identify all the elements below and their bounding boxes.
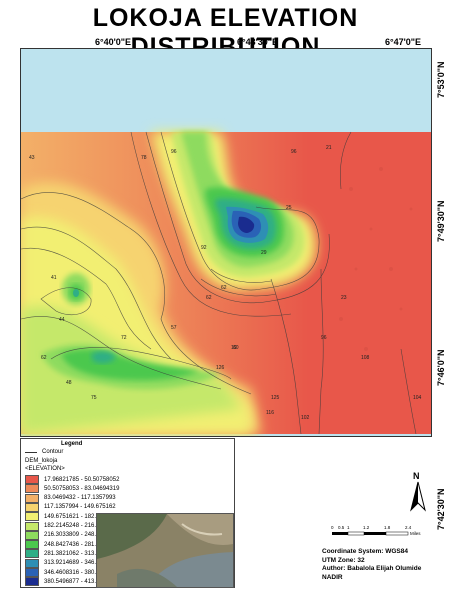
lon-label-2: 6°43'30"E [237,37,279,47]
map-frame: 96 78 96 92 62 62 57 72 41 48 44 62 75 6… [20,48,432,437]
contour-label: 102 [301,415,310,421]
legend-title: Legend [61,441,83,447]
contour-label: 44 [59,317,65,323]
contour-label: 96 [321,335,327,341]
contour-label: 126 [216,365,225,371]
legend-range-label: 248.8427436 - 281.3821061 [44,541,120,548]
map-title: LOKOJA ELEVATION DISTRIBUTION [92,4,359,61]
map-info: Coordinate System: WGS84 UTM Zone: 32 Au… [322,548,421,582]
north-arrow: N [405,470,431,519]
legend-class-row: 149.6751621 - 182.2145247 [25,512,120,522]
contour-label: 41 [51,275,57,281]
legend-swatch [25,549,39,559]
legend-class-row: 83.0469432 - 117.1357993 [25,493,116,503]
legend-swatch [25,540,39,550]
legend-class-row: 17.96821785 - 50.50758052 [25,475,119,484]
contour-label: 108 [361,355,370,361]
contour-label: 116 [266,410,274,416]
legend-swatch [25,484,39,494]
contour-label: 104 [413,395,422,401]
legend-range-label: 83.0469432 - 117.1357993 [44,495,116,502]
contour-label: 43 [29,155,35,161]
contour-label: 23 [341,295,347,301]
legend-class-row: 313.9214689 - 346.4608315 [25,558,120,568]
legend-swatch [25,493,39,503]
legend-elevation-label: <ELEVATION> [25,466,65,472]
elevation-map: 96 78 96 92 62 62 57 72 41 48 44 62 75 6… [21,131,431,435]
contour-label: 96 [291,149,297,155]
organization: NADIR [322,573,343,581]
coordinate-system: Coordinate System: WGS84 [322,548,408,555]
author: Author: Babalola Elijah Olumide [322,565,422,572]
contour-label: 62 [206,295,212,301]
legend-range-label: 216.3033809 - 248.8427435 [44,532,120,539]
scale-tick: 1.2 [363,525,370,530]
utm-zone: UTM Zone: 32 [322,556,365,564]
legend-swatch [25,502,39,512]
legend-swatch [25,577,39,587]
legend-class-row: 248.8427436 - 281.3821061 [25,540,120,550]
scale-tick: 1.8 [384,525,391,530]
dem-raster: 96 78 96 92 62 62 57 72 41 48 44 62 75 6… [21,131,431,435]
legend-swatch [25,475,39,484]
contour-label: 92 [201,245,207,251]
legend-range-label: 182.2145248 - 216.3033808 [44,523,120,529]
scale-tick: 1 [347,525,350,530]
scale-tick: 2.4 [405,525,412,530]
legend-class-row: 346.4608316 - 380.5496876 [25,568,119,577]
legend-swatch [25,521,39,531]
inset-image [96,513,234,588]
contour-label: 19 [231,345,237,351]
legend-class-row: 182.2145248 - 216.3033808 [25,521,120,531]
north-label: N [413,471,420,481]
contour-label: 21 [326,145,332,151]
legend-swatch [25,568,39,577]
legend-range-label: 17.96821785 - 50.50758052 [44,476,120,483]
contour-label: 75 [91,395,97,401]
legend-dem-label: DEM_lokoja [25,458,58,464]
contour-label: 78 [141,155,147,161]
legend-class-row: 216.3033809 - 248.8427435 [25,530,120,540]
lat-label-4: 7°42'30"N [436,488,446,530]
legend-range-label: 313.9214689 - 346.4608315 [44,560,120,567]
legend-swatch [25,558,39,568]
contour-label: 62 [41,355,47,361]
scale-tick: 0 [331,525,334,530]
contour-label: 72 [121,335,127,341]
lon-label-3: 6°47'0"E [385,37,422,47]
legend-range-label: 281.3821062 - 313.9214688 [44,550,120,557]
scale-tick: 0.5 [338,525,345,530]
legend-panel: Legend Contour DEM_lokoja <ELEVATION> 17… [20,438,235,588]
contour-label: 57 [171,325,177,331]
legend-range-label: 346.4608316 - 380.5496876 [44,569,120,576]
legend-swatch [25,512,39,522]
contour-label: 25 [286,205,292,211]
legend-range-label: 50.50758053 - 83.04694319 [44,485,120,492]
contour-line-swatch [25,451,37,453]
legend-swatch [25,530,39,540]
contour-label: 29 [261,250,267,256]
legend-class-row: 117.1357994 - 149.675162 [25,502,116,512]
legend-contour-row: Contour [25,449,63,455]
contour-label: 48 [66,380,72,386]
scale-unit: Miles [410,531,421,536]
contour-label: 60 [233,345,239,351]
lon-label-1: 6°40'0"E [95,37,132,47]
legend-range-label: 380.5496877 - 413.0890503 [44,578,120,585]
legend-range-label: 149.6751621 - 182.2145247 [44,513,120,520]
satellite-inset [97,514,233,587]
scale-bar: 0 0.5 1 1.2 1.8 2.4 Miles [330,522,430,549]
contour-label: 62 [221,285,227,291]
legend-class-row: 50.50758053 - 83.04694319 [25,484,120,494]
lat-label-1: 7°53'0"N [436,61,446,98]
legend-range-label: 117.1357994 - 149.675162 [44,504,116,511]
contour-label: 125 [271,395,280,401]
legend-contour-label: Contour [42,449,64,455]
contour-label: 96 [171,149,177,155]
lat-label-3: 7°46'0"N [436,349,446,386]
legend-class-row: 281.3821062 - 313.9214688 [25,549,120,559]
legend-class-row: 380.5496877 - 413.0890503 [25,577,120,587]
lat-label-2: 7°49'30"N [436,200,446,242]
